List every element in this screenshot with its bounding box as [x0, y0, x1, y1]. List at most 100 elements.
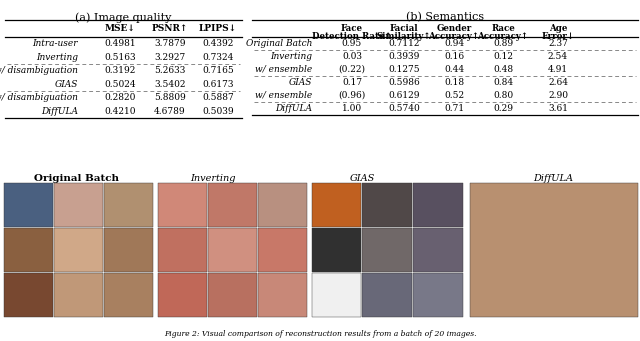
Text: Intra-user: Intra-user [33, 39, 78, 48]
Text: 0.4210: 0.4210 [104, 107, 136, 116]
Text: 0.80: 0.80 [493, 91, 513, 100]
Text: Face: Face [341, 24, 363, 33]
Text: 0.84: 0.84 [493, 78, 513, 87]
Text: 0.5986: 0.5986 [388, 78, 420, 87]
Text: DiffULA: DiffULA [533, 174, 573, 183]
Bar [54, 272, 102, 316]
Bar [104, 272, 152, 316]
Bar [104, 227, 152, 271]
Text: 0.89: 0.89 [493, 39, 513, 48]
Text: GIAS: GIAS [289, 78, 312, 87]
Bar [413, 272, 463, 316]
Text: 0.17: 0.17 [342, 78, 362, 87]
Bar [157, 227, 207, 271]
Text: Detection Rate↑: Detection Rate↑ [312, 32, 392, 41]
Text: Gender: Gender [436, 24, 472, 33]
Bar [104, 182, 152, 226]
Text: 0.48: 0.48 [493, 65, 513, 74]
Text: 1.00: 1.00 [342, 104, 362, 113]
Text: 0.03: 0.03 [342, 52, 362, 61]
Bar [257, 227, 307, 271]
Text: 0.94: 0.94 [444, 39, 464, 48]
Text: Facial: Facial [390, 24, 419, 33]
Text: 2.54: 2.54 [548, 52, 568, 61]
Bar [3, 182, 52, 226]
Text: 3.5402: 3.5402 [154, 80, 186, 89]
Text: (a) Image quality: (a) Image quality [75, 12, 171, 23]
Bar [413, 182, 463, 226]
Bar [312, 272, 361, 316]
Text: 0.1275: 0.1275 [388, 65, 420, 74]
Bar [207, 227, 257, 271]
Text: 0.5024: 0.5024 [104, 80, 136, 89]
Text: 0.2820: 0.2820 [104, 93, 136, 102]
Bar [413, 227, 463, 271]
Text: 0.7112: 0.7112 [388, 39, 420, 48]
Bar [3, 227, 52, 271]
Text: 0.4392: 0.4392 [202, 39, 234, 48]
Text: 0.44: 0.44 [444, 65, 464, 74]
Text: DiffULA: DiffULA [41, 107, 78, 116]
Bar [470, 182, 637, 316]
Text: 0.29: 0.29 [493, 104, 513, 113]
Text: 0.6173: 0.6173 [202, 80, 234, 89]
Text: Similarity↑: Similarity↑ [377, 32, 431, 41]
Text: (0.96): (0.96) [339, 91, 365, 100]
Text: (b) Semantics: (b) Semantics [406, 12, 484, 22]
Text: 0.12: 0.12 [493, 52, 513, 61]
Text: 0.95: 0.95 [342, 39, 362, 48]
Text: 5.2633: 5.2633 [154, 66, 186, 75]
Text: GIAS: GIAS [349, 174, 374, 183]
Text: w/ ensemble: w/ ensemble [255, 91, 312, 100]
Text: w/ disambiguation: w/ disambiguation [0, 93, 78, 102]
Text: 0.5039: 0.5039 [202, 107, 234, 116]
Bar [362, 182, 412, 226]
Text: 3.2927: 3.2927 [154, 53, 186, 62]
Text: 4.91: 4.91 [548, 65, 568, 74]
Text: GIAS: GIAS [54, 80, 78, 89]
Text: Inverting: Inverting [36, 53, 78, 62]
Bar [362, 227, 412, 271]
Text: Race: Race [491, 24, 515, 33]
Bar [362, 272, 412, 316]
Text: 0.6129: 0.6129 [388, 91, 420, 100]
Bar [257, 182, 307, 226]
Text: 3.7879: 3.7879 [154, 39, 186, 48]
Text: (0.22): (0.22) [339, 65, 365, 74]
Text: MSE↓: MSE↓ [104, 24, 136, 33]
Text: Original Batch: Original Batch [33, 174, 118, 183]
Text: 0.3192: 0.3192 [104, 66, 136, 75]
Text: Age: Age [549, 24, 567, 33]
Text: 3.61: 3.61 [548, 104, 568, 113]
Text: Figure 2: Visual comparison of reconstruction results from a batch of 20 images.: Figure 2: Visual comparison of reconstru… [164, 330, 476, 338]
Bar [207, 272, 257, 316]
Text: 2.64: 2.64 [548, 78, 568, 87]
Text: 2.90: 2.90 [548, 91, 568, 100]
Text: 0.71: 0.71 [444, 104, 464, 113]
Text: LPIPS↓: LPIPS↓ [199, 24, 237, 33]
Text: w/ ensemble: w/ ensemble [255, 65, 312, 74]
Text: 0.5740: 0.5740 [388, 104, 420, 113]
Bar [257, 272, 307, 316]
Text: 5.8809: 5.8809 [154, 93, 186, 102]
Text: 0.7165: 0.7165 [202, 66, 234, 75]
Text: 0.5887: 0.5887 [202, 93, 234, 102]
Bar [54, 227, 102, 271]
Bar [54, 182, 102, 226]
Text: 2.37: 2.37 [548, 39, 568, 48]
Bar [3, 272, 52, 316]
Text: 0.7324: 0.7324 [202, 53, 234, 62]
Text: 0.16: 0.16 [444, 52, 464, 61]
Text: w/ disambiguation: w/ disambiguation [0, 66, 78, 75]
Text: PSNR↑: PSNR↑ [152, 24, 188, 33]
Bar [312, 182, 361, 226]
Bar [207, 182, 257, 226]
Text: Inverting: Inverting [190, 174, 236, 183]
Text: 0.52: 0.52 [444, 91, 464, 100]
Text: 0.3939: 0.3939 [388, 52, 420, 61]
Text: 0.4981: 0.4981 [104, 39, 136, 48]
Text: Original Batch: Original Batch [246, 39, 312, 48]
Text: 0.5163: 0.5163 [104, 53, 136, 62]
Text: 4.6789: 4.6789 [154, 107, 186, 116]
Text: Accuracy↑: Accuracy↑ [428, 32, 479, 41]
